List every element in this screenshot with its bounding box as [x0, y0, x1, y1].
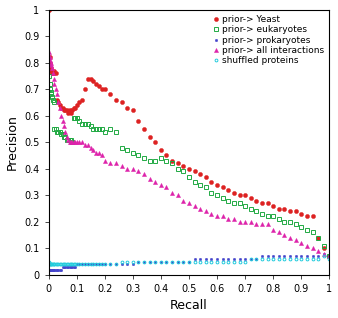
prior-> Yeast — [254, 199, 258, 203]
prior-> all interactions — [283, 233, 287, 237]
shuffled proteins — [288, 257, 292, 261]
prior-> Yeast — [328, 254, 332, 258]
Line: prior-> Yeast: prior-> Yeast — [47, 7, 332, 258]
shuffled proteins — [232, 260, 236, 264]
prior-> all interactions — [238, 220, 242, 224]
shuffled proteins — [47, 260, 51, 264]
prior-> eukaryotes — [328, 254, 332, 258]
prior-> prokaryotes — [238, 257, 242, 261]
prior-> eukaryotes — [226, 199, 230, 203]
prior-> Yeast — [51, 71, 55, 75]
shuffled proteins — [322, 254, 326, 258]
prior-> Yeast — [283, 207, 287, 211]
prior-> all interactions — [51, 71, 55, 75]
prior-> eukaryotes — [254, 209, 258, 213]
shuffled proteins — [260, 257, 264, 261]
prior-> prokaryotes — [322, 252, 326, 256]
prior-> prokaryotes — [254, 257, 258, 261]
Legend: prior-> Yeast, prior-> eukaryotes, prior-> prokaryotes, prior-> all interactions: prior-> Yeast, prior-> eukaryotes, prior… — [213, 14, 325, 66]
prior-> eukaryotes — [238, 201, 242, 205]
prior-> all interactions — [243, 220, 247, 224]
prior-> all interactions — [328, 254, 332, 258]
prior-> prokaryotes — [226, 257, 230, 261]
prior-> Yeast — [226, 188, 230, 192]
prior-> all interactions — [254, 223, 258, 226]
prior-> prokaryotes — [283, 254, 287, 258]
prior-> eukaryotes — [243, 204, 247, 208]
prior-> Yeast — [238, 193, 242, 197]
X-axis label: Recall: Recall — [170, 300, 208, 313]
shuffled proteins — [328, 257, 332, 261]
prior-> Yeast — [243, 193, 247, 197]
prior-> prokaryotes — [328, 254, 332, 258]
prior-> eukaryotes — [51, 98, 55, 102]
prior-> prokaryotes — [51, 268, 55, 272]
Line: shuffled proteins: shuffled proteins — [48, 255, 331, 266]
shuffled proteins — [51, 262, 55, 266]
shuffled proteins — [48, 262, 52, 266]
Line: prior-> prokaryotes: prior-> prokaryotes — [48, 252, 331, 271]
Line: prior-> eukaryotes: prior-> eukaryotes — [47, 74, 332, 258]
prior-> prokaryotes — [47, 268, 51, 272]
shuffled proteins — [249, 257, 253, 261]
prior-> Yeast — [47, 8, 51, 11]
prior-> all interactions — [47, 50, 51, 54]
prior-> eukaryotes — [47, 74, 51, 78]
prior-> all interactions — [226, 217, 230, 221]
Line: prior-> all interactions: prior-> all interactions — [47, 50, 332, 258]
shuffled proteins — [243, 260, 247, 264]
Y-axis label: Precision: Precision — [5, 114, 19, 170]
prior-> eukaryotes — [283, 220, 287, 224]
prior-> prokaryotes — [243, 257, 247, 261]
